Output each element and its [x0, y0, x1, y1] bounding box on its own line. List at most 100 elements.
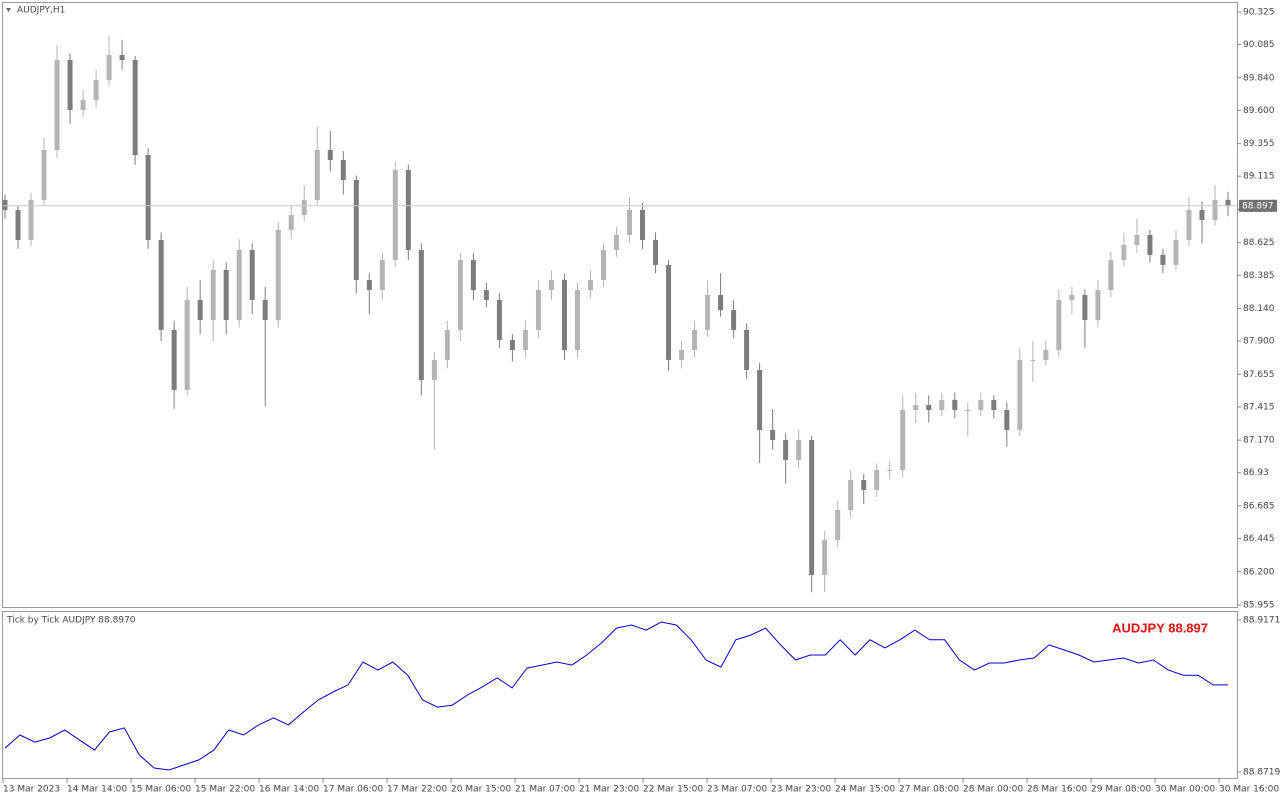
candle-body — [926, 404, 932, 411]
candle-body — [119, 55, 125, 61]
x-tick-label: 30 Mar 00:00 — [1155, 785, 1215, 795]
candle-body — [965, 410, 971, 412]
y-tick-label: 86.685 — [1243, 501, 1275, 511]
candle-body — [574, 290, 580, 351]
candle-body — [145, 155, 151, 240]
candle-body — [418, 250, 424, 381]
x-tick-label: 28 Mar 16:00 — [1027, 785, 1087, 795]
y-tick-label: 86.93 — [1243, 468, 1269, 478]
x-tick-label: 22 Mar 15:00 — [643, 785, 703, 795]
candle-body — [757, 369, 763, 430]
x-tick-label: 16 Mar 14:00 — [259, 785, 319, 795]
candle-body — [262, 299, 268, 321]
candle-body — [783, 439, 789, 460]
candle-body — [353, 179, 359, 281]
candle-body — [379, 260, 385, 291]
candle-body — [184, 299, 190, 390]
candle-body — [67, 60, 73, 110]
candle-body — [978, 399, 984, 411]
x-tick-label: 15 Mar 22:00 — [195, 785, 255, 795]
x-tick-label: 15 Mar 06:00 — [131, 785, 191, 795]
y-tick-label: 88.140 — [1243, 304, 1275, 314]
y-tick-label: 88.9171 — [1243, 616, 1280, 626]
candle-body — [653, 239, 659, 265]
candle-body — [692, 329, 698, 351]
indicator-title: Tick by Tick AUDJPY 88.8970 — [6, 616, 136, 626]
candle-body — [496, 299, 502, 340]
candle-body — [431, 359, 437, 381]
x-tick-label: 30 Mar 16:00 — [1219, 785, 1279, 795]
y-tick-label: 86.200 — [1243, 567, 1275, 577]
y-tick-label: 85.955 — [1243, 601, 1275, 611]
x-tick-label: 23 Mar 23:00 — [771, 785, 831, 795]
candle-body — [522, 329, 528, 351]
candle-body — [535, 290, 541, 330]
candle-body — [587, 280, 593, 291]
candle-body — [1030, 359, 1036, 361]
candle-body — [1121, 244, 1127, 261]
candle-body — [509, 339, 515, 351]
y-tick-label: 90.085 — [1243, 40, 1275, 50]
title-arrow — [6, 8, 11, 12]
candle-body — [718, 294, 724, 310]
y-tick-label: 89.840 — [1243, 73, 1275, 83]
y-tick-label: 89.600 — [1243, 106, 1275, 116]
candle-body — [939, 399, 945, 411]
x-tick-label: 28 Mar 00:00 — [963, 785, 1023, 795]
candle-body — [1069, 294, 1075, 300]
y-tick-label: 89.115 — [1243, 172, 1275, 182]
candle-body — [627, 209, 633, 235]
y-tick-label: 88.385 — [1243, 271, 1275, 281]
x-tick-label: 17 Mar 22:00 — [387, 785, 447, 795]
candle-body — [744, 329, 750, 370]
candle-body — [288, 215, 294, 230]
candle-body — [223, 269, 229, 321]
candle-body — [1225, 199, 1231, 206]
candle-body — [666, 264, 672, 360]
indicator-annotation: AUDJPY 88.897 — [1112, 620, 1208, 635]
candle-body — [80, 100, 86, 110]
x-tick-label: 27 Mar 08:00 — [899, 785, 959, 795]
candle-body — [2, 199, 8, 210]
candle-body — [679, 350, 685, 360]
candle-body — [822, 540, 828, 576]
candle-body — [15, 209, 21, 240]
candle-body — [1160, 255, 1166, 265]
x-tick-label: 14 Mar 14:00 — [67, 785, 127, 795]
candle-body — [770, 429, 776, 440]
candle-body — [1147, 234, 1153, 256]
tick-line — [4, 621, 1228, 771]
x-tick-label: 17 Mar 06:00 — [323, 785, 383, 795]
candle-body — [705, 294, 711, 330]
candle-body — [106, 55, 112, 80]
candle-body — [640, 209, 646, 240]
candle-body — [340, 160, 346, 180]
candle-body — [835, 510, 841, 541]
candle-body — [197, 299, 203, 321]
candle-body — [457, 260, 463, 330]
candle-body — [28, 199, 34, 240]
chart-title: AUDJPY,H1 — [17, 6, 65, 16]
y-tick-label: 87.900 — [1243, 337, 1275, 347]
x-tick-label: 20 Mar 15:00 — [451, 785, 511, 795]
candle-body — [1017, 359, 1023, 430]
candle-body — [470, 260, 476, 291]
x-tick-label: 24 Mar 15:00 — [835, 785, 895, 795]
y-tick-label: 88.625 — [1243, 238, 1275, 248]
y-tick-label: 90.325 — [1243, 8, 1275, 18]
candle-body — [913, 404, 919, 411]
candle-body — [132, 60, 138, 156]
candle-body — [600, 250, 606, 281]
candle-body — [301, 199, 307, 216]
candle-body — [171, 329, 177, 390]
candle-body — [809, 439, 815, 576]
candle-body — [874, 469, 880, 490]
x-tick-label: 21 Mar 23:00 — [579, 785, 639, 795]
current-price-label: 88.897 — [1242, 201, 1274, 211]
candle-body — [900, 410, 906, 470]
y-tick-label: 87.170 — [1243, 436, 1275, 446]
x-tick-label: 13 Mar 2023 — [3, 785, 60, 795]
candle-body — [1212, 199, 1218, 221]
candle-body — [1056, 299, 1062, 351]
